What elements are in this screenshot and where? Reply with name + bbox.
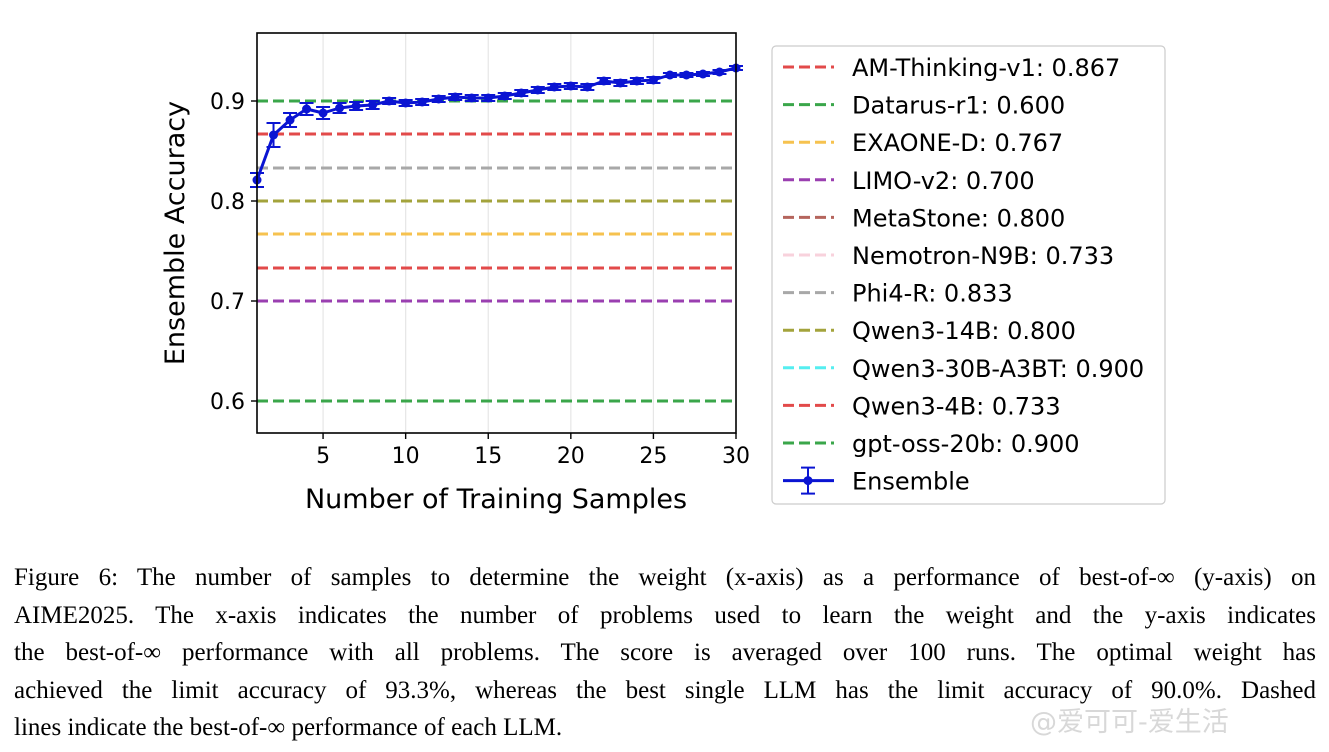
data-point: [417, 97, 427, 107]
data-point: [549, 82, 559, 92]
caption-line: AIME2025. The x-axis indicates the numbe…: [14, 601, 1316, 629]
x-tick-label: 25: [639, 444, 667, 469]
data-point: [615, 78, 625, 88]
legend-label: LIMO-v2: 0.700: [852, 167, 1035, 195]
legend-marker: [803, 476, 813, 486]
data-point: [302, 104, 312, 114]
x-tick-label: 15: [474, 444, 502, 469]
caption-line: lines indicate the best-of-∞ performance…: [14, 714, 563, 741]
x-tick-label: 10: [392, 444, 420, 469]
legend-label: Qwen3-14B: 0.800: [852, 317, 1076, 345]
legend-frame: [771, 45, 1166, 505]
data-point: [599, 76, 609, 86]
plot-frame: [256, 32, 737, 434]
caption-line: the best-of-∞ performance with all probl…: [14, 639, 1316, 666]
y-tick-label: 0.8: [210, 190, 245, 215]
y-tick-label: 0.6: [210, 390, 245, 415]
data-point: [269, 130, 279, 140]
data-point: [335, 103, 345, 113]
data-point: [318, 108, 328, 118]
legend-items: AM-Thinking-v1: 0.867 Datarus-r1: 0.600 EX…: [783, 54, 1144, 496]
x-axis-label: Number of Training Samples: [305, 484, 687, 515]
data-point: [533, 85, 543, 95]
data-point: [681, 70, 691, 80]
data-point: [467, 93, 477, 103]
legend-label: Datarus-r1: 0.600: [852, 92, 1065, 120]
data-point: [450, 92, 460, 102]
data-point: [566, 81, 576, 91]
data-point: [483, 93, 493, 103]
watermark: @爱可可-爱生活: [1030, 707, 1229, 738]
legend: AM-Thinking-v1: 0.867 Datarus-r1: 0.600 EX…: [771, 45, 1166, 505]
data-point: [665, 70, 675, 80]
data-point: [582, 82, 592, 92]
data-point: [285, 115, 295, 125]
legend-label: gpt-oss-20b: 0.900: [852, 430, 1080, 458]
x-axis-ticks: 5 10 15 20 25 30: [316, 433, 750, 469]
y-axis-ticks: 0.6 0.7 0.8 0.9: [210, 90, 257, 415]
data-point: [516, 88, 526, 98]
legend-label: AM-Thinking-v1: 0.867: [852, 54, 1120, 82]
data-point: [648, 75, 658, 85]
ensemble-series: [250, 63, 743, 188]
data-point: [368, 100, 378, 110]
y-axis-label: Ensemble Accuracy: [160, 101, 191, 365]
accuracy-chart: 5 10 15 20 25 30 0.6 0.7 0.8 0.9 Number of Train…: [160, 32, 1166, 515]
reference-lines: [257, 99, 736, 403]
legend-label: Qwen3-4B: 0.733: [852, 392, 1061, 420]
data-point: [434, 94, 444, 104]
data-point: [714, 67, 724, 77]
x-tick-label: 20: [557, 444, 585, 469]
legend-label: Nemotron-N9B: 0.733: [852, 242, 1114, 270]
caption-line: achieved the limit accuracy of 93.3%, wh…: [14, 676, 1316, 704]
legend-label: Qwen3-30B-A3BT: 0.900: [852, 355, 1144, 383]
x-tick-label: 30: [722, 444, 750, 469]
y-tick-label: 0.9: [210, 90, 245, 115]
legend-label: Ensemble: [852, 468, 970, 496]
data-point: [698, 69, 708, 79]
ensemble-line: [255, 66, 737, 181]
data-point: [401, 98, 411, 108]
caption-line: Figure 6: The number of samples to deter…: [14, 564, 1316, 591]
legend-label: Phi4-R: 0.833: [852, 280, 1013, 308]
x-tick-label: 5: [316, 444, 330, 469]
legend-label: MetaStone: 0.800: [852, 204, 1065, 232]
data-point: [500, 91, 510, 101]
figure-caption: Figure 6: The number of samples to deter…: [14, 559, 1316, 747]
data-point: [351, 101, 361, 111]
y-tick-label: 0.7: [210, 290, 245, 315]
legend-label: EXAONE-D: 0.767: [852, 129, 1063, 157]
data-point: [384, 96, 394, 106]
data-point: [632, 76, 642, 86]
